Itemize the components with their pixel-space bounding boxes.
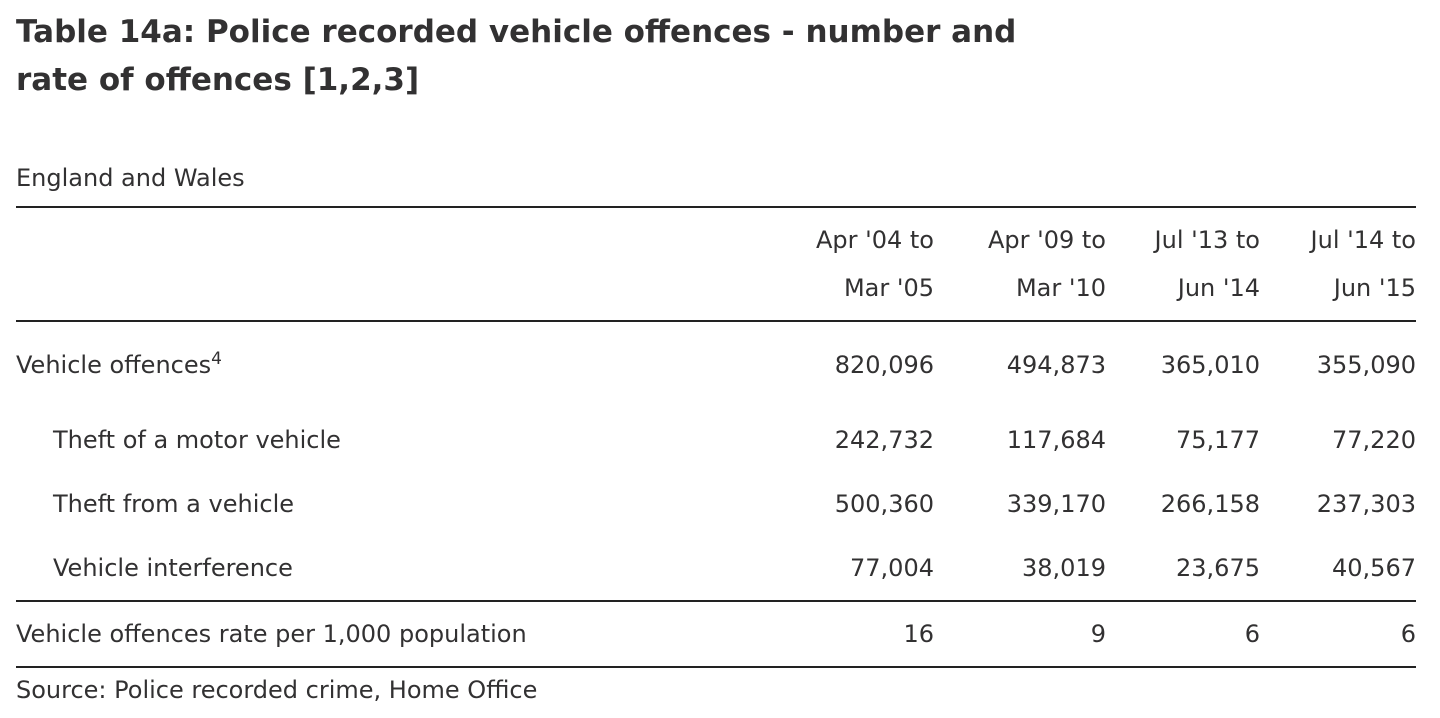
table-cell: 6: [1106, 601, 1260, 668]
column-header-line: Mar '10: [1015, 274, 1106, 302]
table-row-vehicle-offences: Vehicle offences4 820,096 494,873 365,01…: [16, 321, 1416, 408]
source-note: Source: Police recorded crime, Home Offi…: [16, 676, 538, 704]
table-row-theft-from-vehicle: Theft from a vehicle 500,360 339,170 266…: [16, 472, 1416, 536]
table-cell: 365,010: [1160, 351, 1260, 379]
table-title-line-1: Table 14a: Police recorded vehicle offen…: [16, 14, 1017, 50]
table-cell: 40,567: [1260, 536, 1416, 602]
region-label: England and Wales: [16, 164, 245, 192]
row-label: Vehicle interference: [16, 536, 756, 602]
column-header: Apr '04 to Mar '05: [756, 206, 934, 322]
table-cell: 500,360: [834, 490, 934, 518]
table-title: Table 14a: Police recorded vehicle offen…: [16, 8, 1016, 104]
table-row-theft-of-motor-vehicle: Theft of a motor vehicle 242,732 117,684…: [16, 408, 1416, 472]
table-cell: 117,684: [1006, 426, 1106, 454]
footnote-marker: 4: [211, 349, 222, 369]
table-cell: 6: [1260, 601, 1416, 668]
offences-table: Apr '04 to Mar '05 Apr '09 to Mar '10 Ju…: [16, 206, 1416, 668]
table-cell: 494,873: [1006, 351, 1106, 379]
table-cell: 355,090: [1316, 351, 1416, 379]
row-header-cell: [16, 206, 756, 322]
table-cell: 242,732: [834, 426, 934, 454]
column-header-line: Jul '13 to: [1154, 226, 1260, 254]
column-header: Jul '14 to Jun '15: [1260, 206, 1416, 322]
column-header-line: Apr '04 to: [815, 226, 934, 254]
table-cell: 77,004: [756, 536, 934, 602]
row-label: Theft of a motor vehicle: [53, 426, 341, 454]
table-cell: 9: [934, 601, 1106, 668]
table-title-line-2: rate of offences [1,2,3]: [16, 62, 420, 98]
column-header-line: Jul '14 to: [1310, 226, 1416, 254]
table-cell: 23,675: [1106, 536, 1260, 602]
column-header: Apr '09 to Mar '10: [934, 206, 1106, 322]
table-cell: 339,170: [1006, 490, 1106, 518]
table-header-row: Apr '04 to Mar '05 Apr '09 to Mar '10 Ju…: [16, 206, 1416, 322]
table-cell: 237,303: [1316, 490, 1416, 518]
row-label: Vehicle offences4: [16, 321, 756, 408]
table-cell: 820,096: [834, 351, 934, 379]
table-cell: 75,177: [1176, 426, 1260, 454]
column-header-line: Jun '15: [1333, 274, 1416, 302]
table-cell: 266,158: [1160, 490, 1260, 518]
table-cell: 38,019: [934, 536, 1106, 602]
column-header-line: Jun '14: [1177, 274, 1260, 302]
table-cell: 77,220: [1332, 426, 1416, 454]
table-row-offences-rate: Vehicle offences rate per 1,000 populati…: [16, 601, 1416, 668]
row-label: Theft from a vehicle: [53, 490, 294, 518]
table-cell: 16: [756, 601, 934, 668]
table-row-vehicle-interference: Vehicle interference 77,004 38,019 23,67…: [16, 536, 1416, 602]
row-label-text: Vehicle offences: [16, 351, 212, 379]
column-header: Jul '13 to Jun '14: [1106, 206, 1260, 322]
column-header-line: Apr '09 to: [987, 226, 1106, 254]
row-label: Vehicle offences rate per 1,000 populati…: [16, 601, 756, 668]
column-header-line: Mar '05: [843, 274, 934, 302]
